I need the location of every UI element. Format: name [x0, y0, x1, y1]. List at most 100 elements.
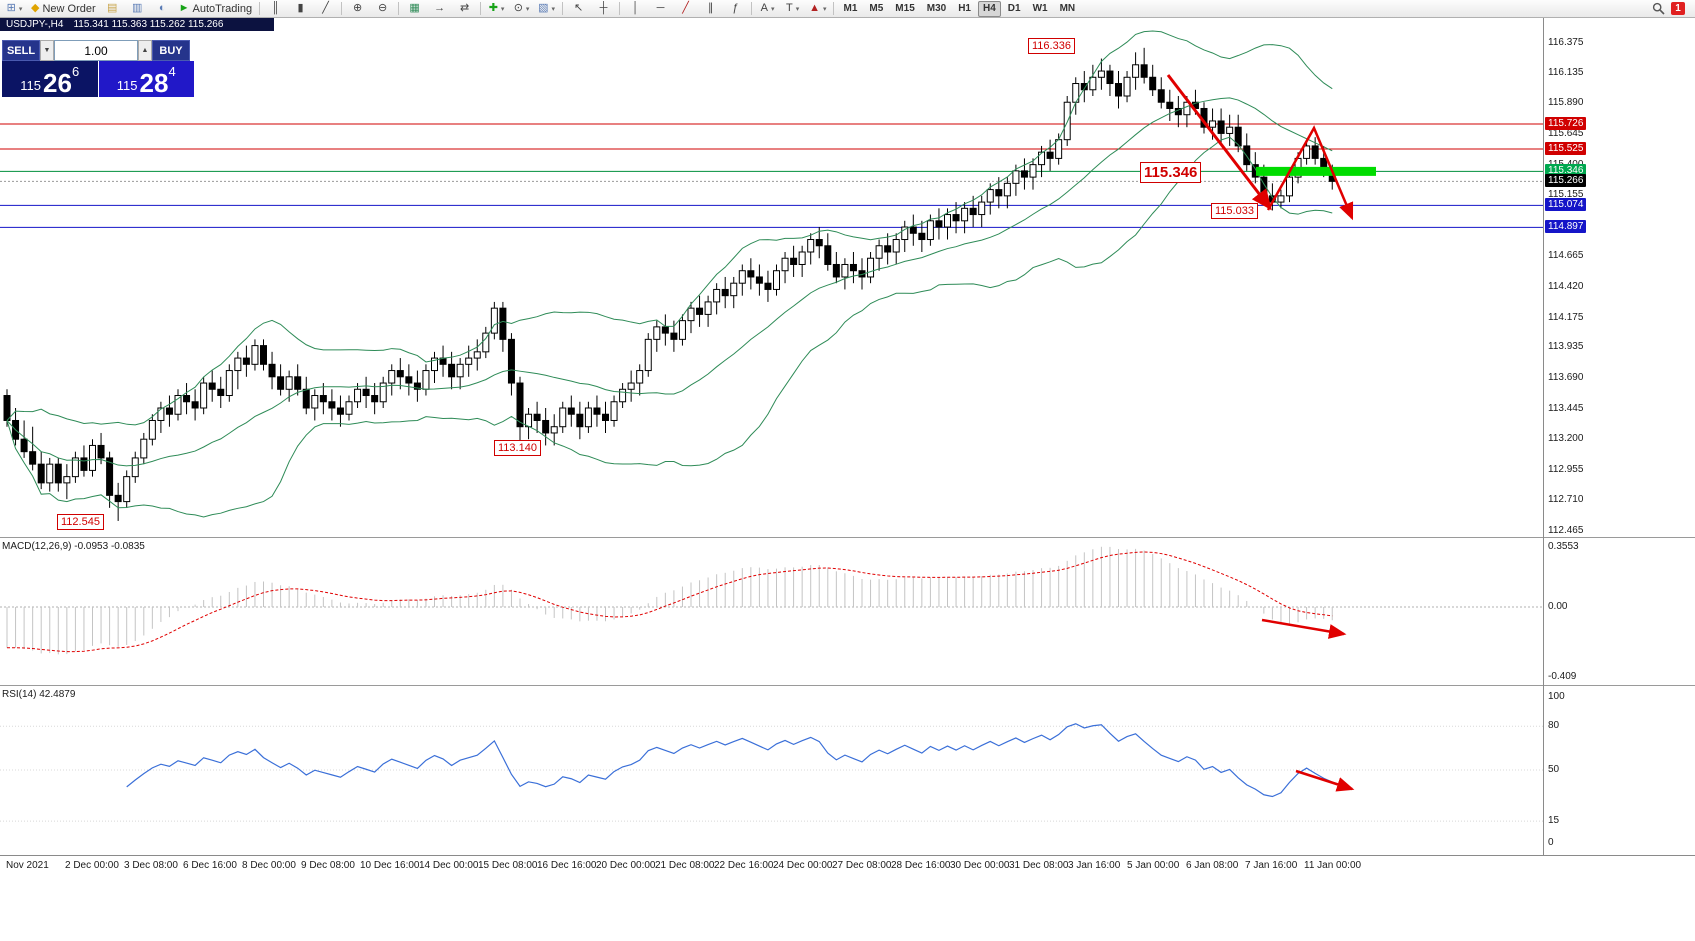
dropdown-caret-icon[interactable]: ▾ [770, 5, 775, 13]
time-axis-label: 14 Dec 00:00 [419, 860, 479, 871]
search-icon[interactable] [1652, 2, 1665, 15]
auto-scroll-icon[interactable]: → [427, 0, 452, 17]
shapes-icon: ▲ [809, 2, 820, 14]
periods-icon[interactable]: ⊙ ▾ [509, 0, 534, 17]
rsi-label: RSI(14) 42.4879 [2, 689, 76, 700]
time-axis-label: 21 Dec 08:00 [655, 860, 715, 871]
horizontal-line-icon[interactable]: ─ [648, 0, 673, 17]
sell-price-display[interactable]: 115 26 6 [2, 61, 98, 97]
timeframe-h1[interactable]: H1 [958, 3, 971, 14]
channel-icon[interactable]: ∥ [698, 0, 723, 17]
cursor-icon: ↖ [573, 2, 584, 14]
autotrading-button[interactable]: ► AutoTrading [175, 0, 256, 17]
price-chart[interactable] [0, 18, 1543, 537]
timeframe-d1[interactable]: D1 [1007, 3, 1021, 14]
time-axis-label: 20 Dec 00:00 [596, 860, 656, 871]
time-axis-label: 31 Dec 08:00 [1009, 860, 1069, 871]
volume-input[interactable] [54, 40, 138, 61]
buy-price-display[interactable]: 115 28 4 [98, 61, 194, 97]
vertical-line-icon[interactable]: │ [623, 0, 648, 17]
timeframe-m5[interactable]: M5 [869, 3, 884, 14]
dropdown-caret-icon[interactable]: ▾ [551, 5, 556, 13]
macd-indicator-pane[interactable] [0, 539, 1543, 685]
axis-label: 115.890 [1548, 97, 1584, 109]
time-axis-label: 16 Dec 16:00 [537, 860, 597, 871]
time-axis-label: 28 Dec 16:00 [891, 860, 951, 871]
zoom-in-icon: ⊕ [352, 2, 363, 14]
axis-label: 115.155 [1548, 189, 1584, 201]
axis-label: 114.175 [1548, 311, 1584, 323]
time-axis-label: 6 Dec 16:00 [183, 860, 237, 871]
new-chart-icon[interactable]: ⊞ ▾ [2, 0, 27, 17]
fibonacci-icon[interactable]: ƒ [723, 0, 748, 17]
chart-shift-icon[interactable]: ⇄ [452, 0, 477, 17]
time-axis-label: 27 Dec 08:00 [832, 860, 892, 871]
shapes-icon[interactable]: ▲ ▾ [805, 0, 830, 17]
axis-label: 114.420 [1548, 280, 1584, 292]
volume-decrease-button[interactable]: ▼ [40, 40, 54, 61]
tile-windows-icon[interactable]: ▦ [402, 0, 427, 17]
crosshair-icon[interactable]: ┼ [591, 0, 616, 17]
toolbar-separator [341, 2, 343, 15]
time-axis[interactable]: Nov 2021 2 Dec 00:00 3 Dec 08:00 6 Dec 16:0… [0, 855, 1695, 878]
timeframe-w1[interactable]: W1 [1032, 3, 1048, 14]
dropdown-caret-icon[interactable]: ▾ [18, 5, 23, 13]
crosshair-icon: ┼ [599, 2, 608, 14]
axis-label: 113.200 [1548, 433, 1584, 445]
axis-label: 50 [1548, 764, 1560, 775]
axis-label: -0.409 [1548, 670, 1577, 682]
timeframe-h4[interactable]: H4 [978, 0, 1001, 17]
indicators-icon: ✚ [488, 2, 498, 14]
label-icon[interactable]: T ▾ [780, 0, 805, 17]
zoom-out-icon[interactable]: ⊖ [370, 0, 395, 17]
new-order-button[interactable]: ◆ New Order [27, 0, 100, 17]
axis-label: 80 [1548, 720, 1560, 732]
market-watch-icon[interactable]: ▥ [125, 0, 150, 17]
volume-increase-button[interactable]: ▲ [138, 40, 152, 61]
bar-chart-icon[interactable]: ║ [263, 0, 288, 17]
axis-label: 0.3553 [1548, 540, 1579, 552]
text-icon[interactable]: A ▾ [755, 0, 780, 17]
timeframe-mn[interactable]: MN [1059, 3, 1076, 14]
candlestick-chart-icon[interactable]: ▮ [288, 0, 313, 17]
axis-label: 112.710 [1548, 494, 1584, 506]
axis-label: 15 [1548, 815, 1560, 827]
rsi-indicator-pane[interactable] [0, 686, 1543, 855]
line-chart-icon[interactable]: ╱ [313, 0, 338, 17]
print-icon[interactable]: ▤ [100, 0, 125, 17]
vertical-line-icon: │ [632, 2, 640, 14]
axis-label: 0.00 [1548, 601, 1568, 612]
cursor-icon[interactable]: ↖ [566, 0, 591, 17]
sell-button[interactable]: SELL [2, 40, 40, 61]
text-icon: A [760, 2, 768, 14]
new-order-button-label: New Order [42, 2, 96, 15]
price-scale[interactable]: 116.375 116.135 115.890 115.645 115.400 115.1… [1544, 18, 1694, 855]
zoom-in-icon[interactable]: ⊕ [345, 0, 370, 17]
trendline-icon[interactable]: ╱ [673, 0, 698, 17]
timeframe-m15[interactable]: M15 [895, 3, 915, 14]
toolbar-items: ⊞ ▾ ◆ New Order ▤ ▥ ◐ ► AutoTrading ║ ▮ ╱ ⊕ ⊖ ▦ → ⇄ ✚ ▾ ⊙ ▾ ▧… [0, 0, 1652, 17]
time-axis-label: 8 Dec 00:00 [242, 860, 296, 871]
buy-button[interactable]: BUY [152, 40, 190, 61]
notification-badge[interactable]: 1 [1671, 2, 1685, 15]
templates-icon[interactable]: ▧ ▾ [534, 0, 559, 17]
chart-symbol: USDJPY-,H4 [6, 19, 64, 30]
axis-label: 116.375 [1548, 36, 1584, 48]
timeframe-m30[interactable]: M30 [926, 3, 947, 14]
pane-separator[interactable] [0, 685, 1695, 686]
timeframe-m1[interactable]: M1 [843, 3, 858, 14]
dropdown-caret-icon[interactable]: ▾ [525, 5, 530, 13]
dropdown-caret-icon[interactable]: ▾ [822, 5, 827, 13]
time-axis-label: 2 Dec 00:00 [65, 860, 119, 871]
time-axis-label: 22 Dec 16:00 [714, 860, 774, 871]
toolbar-separator [259, 2, 261, 15]
refresh-icon[interactable]: ◐ [150, 0, 175, 17]
dropdown-caret-icon[interactable]: ▾ [500, 5, 505, 13]
pane-separator[interactable] [0, 537, 1695, 538]
bid-big-figure: 115 [20, 78, 42, 93]
auto-scroll-icon: → [434, 2, 446, 14]
dropdown-caret-icon[interactable]: ▾ [795, 5, 800, 13]
indicators-icon[interactable]: ✚ ▾ [484, 0, 509, 17]
price-tag: 114.897 [1545, 220, 1587, 234]
